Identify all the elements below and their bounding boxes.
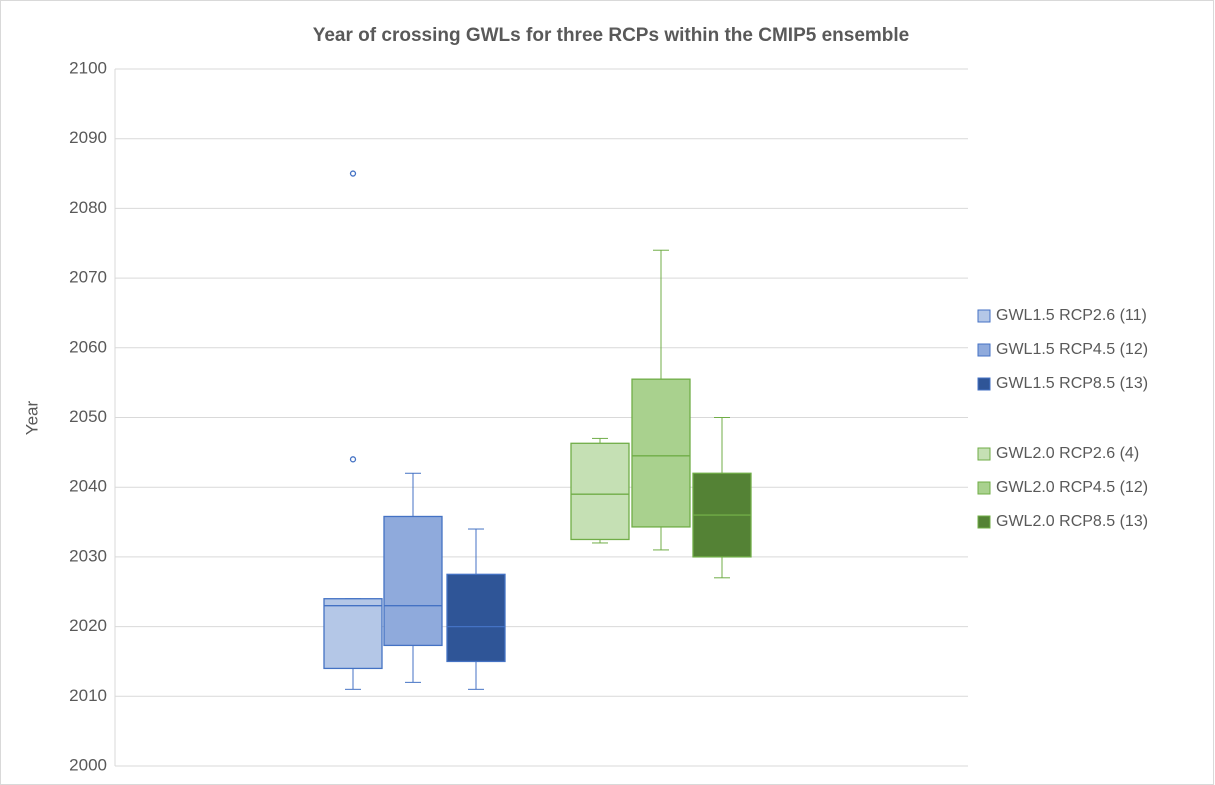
y-tick-label: 2050 — [69, 407, 107, 426]
y-tick-label: 2020 — [69, 616, 107, 635]
box — [323, 598, 383, 670]
y-tick-label: 2100 — [69, 58, 107, 77]
box — [631, 378, 691, 528]
legend-swatch — [977, 343, 991, 357]
legend-label: GWL2.0 RCP4.5 (12) — [996, 479, 1148, 496]
y-tick-label: 2030 — [69, 546, 107, 565]
y-tick-label: 2040 — [69, 477, 107, 496]
box — [570, 442, 630, 541]
y-tick-label: 2080 — [69, 198, 107, 217]
y-tick-label: 2090 — [69, 128, 107, 147]
y-axis-label: Year — [22, 400, 41, 435]
legend-swatch — [977, 377, 991, 391]
legend-label: GWL1.5 RCP4.5 (12) — [996, 341, 1148, 358]
legend-label: GWL1.5 RCP8.5 (13) — [996, 375, 1148, 392]
legend-swatch — [977, 447, 991, 461]
outlier — [349, 456, 357, 463]
box — [383, 515, 443, 647]
y-tick-label: 2070 — [69, 268, 107, 287]
chart-title: Year of crossing GWLs for three RCPs wit… — [313, 25, 910, 46]
y-tick-label: 2010 — [69, 686, 107, 705]
legend-label: GWL2.0 RCP8.5 (13) — [996, 513, 1148, 530]
y-tick-label: 2000 — [69, 755, 107, 774]
legend-swatch — [977, 481, 991, 495]
box — [446, 573, 506, 663]
legend-label: GWL2.0 RCP2.6 (4) — [996, 445, 1139, 462]
legend-swatch — [977, 309, 991, 323]
legend-label: GWL1.5 RCP2.6 (11) — [996, 307, 1147, 324]
outlier — [349, 170, 357, 177]
y-tick-label: 2060 — [69, 337, 107, 356]
legend-swatch — [977, 515, 991, 529]
